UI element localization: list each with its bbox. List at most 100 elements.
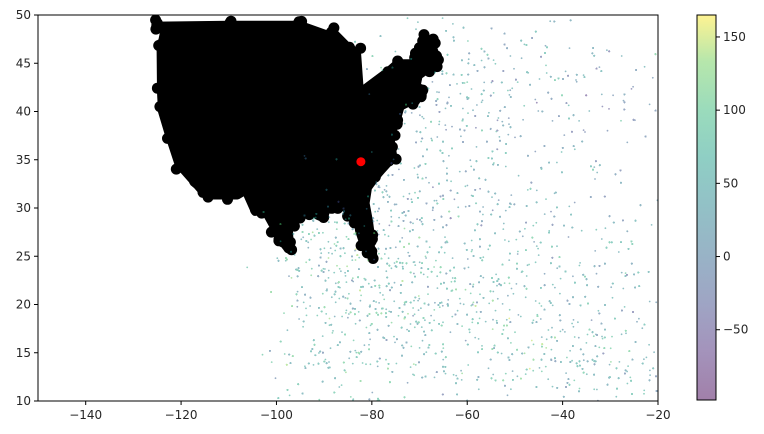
track-point — [617, 251, 620, 253]
track-point — [648, 103, 651, 106]
track-point — [351, 259, 354, 261]
track-point — [333, 315, 336, 318]
track-point — [595, 272, 598, 275]
track-point — [598, 346, 601, 349]
track-point — [544, 365, 547, 368]
track-point — [496, 119, 499, 122]
track-point — [314, 216, 317, 219]
track-point — [329, 347, 332, 350]
track-point — [520, 57, 523, 60]
track-point — [381, 69, 384, 72]
land-point — [391, 59, 403, 71]
land-point — [352, 81, 364, 93]
track-point — [386, 194, 389, 196]
track-point — [403, 227, 406, 230]
track-point — [543, 272, 546, 275]
track-point — [487, 248, 490, 251]
track-point — [515, 283, 518, 285]
track-point — [419, 114, 421, 117]
track-point — [626, 230, 629, 233]
track-point — [358, 256, 361, 259]
track-point — [532, 319, 535, 322]
track-point — [321, 292, 324, 295]
track-point — [436, 91, 438, 93]
track-point — [467, 266, 470, 269]
track-point — [598, 66, 601, 68]
track-point — [402, 195, 405, 198]
track-point — [345, 312, 347, 314]
track-point — [543, 213, 546, 216]
track-point — [261, 353, 264, 356]
track-point — [393, 335, 395, 338]
track-point — [385, 185, 388, 187]
track-point — [276, 257, 279, 260]
track-point — [324, 358, 327, 361]
track-point — [456, 83, 458, 85]
track-point — [385, 308, 388, 311]
track-point — [464, 185, 467, 188]
track-point — [360, 294, 362, 297]
track-point — [534, 150, 537, 153]
track-point — [334, 301, 337, 304]
track-point — [359, 299, 362, 302]
track-point — [348, 313, 350, 315]
land-point — [150, 15, 162, 26]
track-point — [500, 352, 503, 355]
track-point — [491, 209, 494, 212]
track-point — [509, 89, 512, 92]
track-point — [441, 17, 444, 19]
scatter-layer — [150, 15, 658, 401]
track-point — [411, 102, 414, 105]
track-point — [577, 321, 579, 324]
track-point — [367, 282, 370, 285]
track-point — [385, 270, 388, 273]
track-point — [495, 319, 498, 322]
track-point — [367, 259, 370, 262]
track-point — [648, 300, 651, 303]
track-point — [441, 304, 444, 307]
track-point — [534, 261, 537, 264]
track-point — [431, 81, 434, 83]
land-point — [386, 152, 397, 163]
track-point — [384, 233, 386, 236]
track-point — [413, 313, 416, 316]
track-point — [376, 230, 379, 232]
track-point — [540, 336, 543, 338]
track-point — [390, 321, 393, 324]
track-point — [375, 301, 377, 303]
track-point — [418, 347, 421, 349]
track-point — [433, 199, 436, 202]
track-point — [511, 87, 514, 90]
track-point — [434, 301, 436, 304]
track-point — [365, 250, 367, 253]
track-point — [514, 331, 516, 334]
track-point — [530, 339, 533, 342]
track-point — [354, 249, 356, 252]
track-point — [284, 259, 287, 262]
track-point — [648, 343, 650, 346]
track-point — [368, 93, 371, 95]
track-point — [545, 198, 547, 201]
track-point — [344, 252, 346, 255]
track-point — [620, 119, 622, 122]
land-point — [268, 224, 280, 236]
track-point — [643, 65, 646, 68]
track-point — [302, 236, 305, 239]
track-point — [393, 300, 396, 303]
track-point — [526, 264, 529, 267]
track-point — [450, 180, 452, 183]
track-point — [377, 210, 379, 213]
track-point — [307, 246, 310, 249]
track-point — [594, 178, 596, 180]
track-point — [495, 273, 497, 276]
track-point — [464, 205, 467, 208]
track-point — [578, 264, 581, 267]
track-point — [517, 250, 519, 253]
track-point — [390, 215, 393, 218]
track-point — [394, 50, 397, 53]
track-point — [547, 329, 550, 331]
track-point — [475, 126, 477, 129]
track-point — [510, 388, 512, 391]
track-point — [643, 358, 645, 361]
track-point — [334, 282, 337, 285]
